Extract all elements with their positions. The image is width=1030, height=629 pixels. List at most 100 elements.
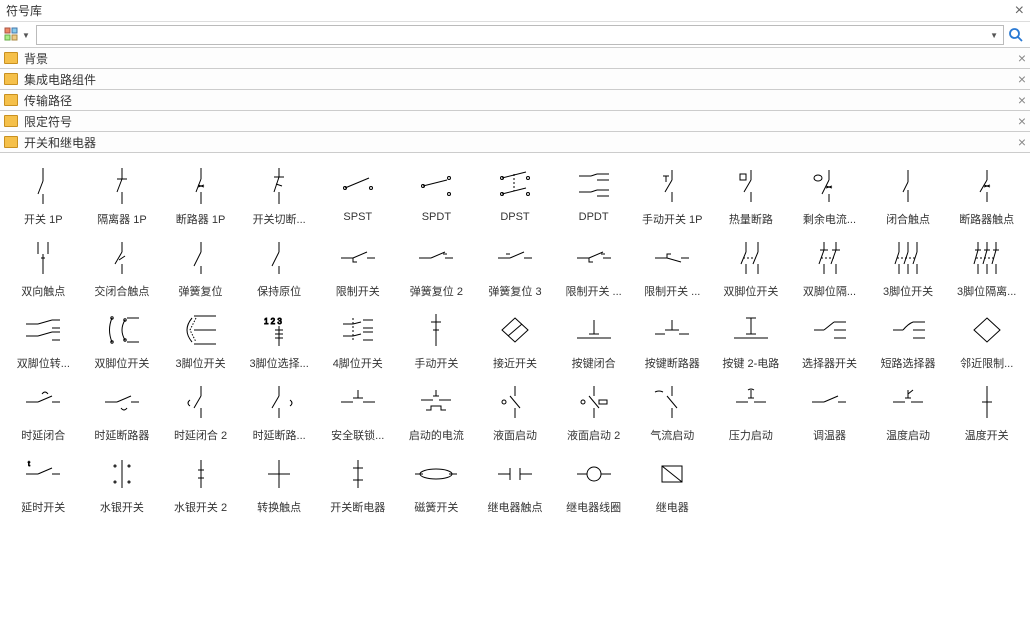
symbol-label: 双脚位隔... [803, 283, 856, 299]
symbol-cell[interactable]: 水银开关 [83, 447, 162, 519]
symbol-cell[interactable]: 继电器触点 [476, 447, 555, 519]
symbol-cell[interactable]: 开关断电器 [318, 447, 397, 519]
symbol-cell[interactable]: 断路器 1P [161, 159, 240, 231]
symbol-cell[interactable]: 热量断路 [712, 159, 791, 231]
symbol-cell[interactable]: 隔离器 1P [83, 159, 162, 231]
symbol-cell[interactable]: 交闭合触点 [83, 231, 162, 303]
symbol-cell[interactable]: 手动开关 [397, 303, 476, 375]
symbol-cell[interactable]: 保持原位 [240, 231, 319, 303]
symbol-cell[interactable]: 断路器触点 [947, 159, 1026, 231]
symbol-cell[interactable]: 闭合触点 [869, 159, 948, 231]
symbol-cell[interactable]: 时延闭合 2 [161, 375, 240, 447]
symbol-cell[interactable]: 调温器 [790, 375, 869, 447]
symbol-cell[interactable]: 双脚位开关 [712, 231, 791, 303]
symbol-cell[interactable]: 液面启动 [476, 375, 555, 447]
symbol-icon [487, 307, 543, 353]
symbol-cell[interactable]: 压力启动 [712, 375, 791, 447]
symbol-cell[interactable]: 3脚位隔离... [947, 231, 1026, 303]
symbol-cell[interactable]: 4脚位开关 [318, 303, 397, 375]
symbol-cell[interactable]: 开关 1P [4, 159, 83, 231]
symbol-cell[interactable]: 3脚位开关 [161, 303, 240, 375]
symbol-cell[interactable]: 限制开关 ... [554, 231, 633, 303]
symbol-cell[interactable]: 双脚位开关 [83, 303, 162, 375]
symbol-icon [15, 235, 71, 281]
symbol-cell[interactable]: 3脚位开关 [869, 231, 948, 303]
symbol-cell[interactable]: 时延断路... [240, 375, 319, 447]
symbol-cell[interactable]: 按键 2-电路 [712, 303, 791, 375]
category-row[interactable]: 背景 × [0, 47, 1030, 69]
close-icon[interactable]: × [1018, 71, 1026, 87]
symbol-label: 弹簧复位 [179, 283, 223, 299]
symbol-cell[interactable]: 开关切断... [240, 159, 319, 231]
symbol-icon [15, 307, 71, 353]
symbol-cell[interactable]: 限制开关 ... [633, 231, 712, 303]
category-row[interactable]: 集成电路组件 × [0, 68, 1030, 90]
search-input[interactable] [36, 25, 1004, 45]
close-icon[interactable]: × [1018, 50, 1026, 66]
symbol-cell[interactable]: 选择器开关 [790, 303, 869, 375]
symbol-cell[interactable]: t 延时开关 [4, 447, 83, 519]
symbol-label: 限制开关 [336, 283, 380, 299]
symbol-cell[interactable]: 安全联锁... [318, 375, 397, 447]
symbol-cell[interactable]: 接近开关 [476, 303, 555, 375]
symbol-label: DPDT [579, 211, 609, 223]
symbol-cell[interactable]: 时延断路器 [83, 375, 162, 447]
symbol-cell[interactable]: 转换触点 [240, 447, 319, 519]
symbol-cell[interactable]: 按键断路器 [633, 303, 712, 375]
symbol-icon [566, 163, 622, 209]
symbol-label: 双向触点 [21, 283, 65, 299]
symbol-cell[interactable]: 双脚位隔... [790, 231, 869, 303]
symbol-label: 断路器 1P [176, 211, 226, 227]
close-icon[interactable]: × [1018, 134, 1026, 150]
symbol-cell[interactable]: 启动的电流 [397, 375, 476, 447]
symbol-cell[interactable]: 温度开关 [947, 375, 1026, 447]
symbol-icon [487, 451, 543, 497]
symbol-cell[interactable]: 时延闭合 [4, 375, 83, 447]
symbol-cell[interactable]: 邻近限制... [947, 303, 1026, 375]
symbol-cell[interactable]: 剩余电流... [790, 159, 869, 231]
category-row[interactable]: 开关和继电器 × [0, 131, 1030, 153]
symbol-cell[interactable]: SPDT [397, 159, 476, 231]
symbol-cell[interactable]: 液面启动 2 [554, 375, 633, 447]
symbol-cell[interactable]: DPDT [554, 159, 633, 231]
symbol-icon [173, 163, 229, 209]
category-row[interactable]: 传输路径 × [0, 89, 1030, 111]
symbol-icon [408, 451, 464, 497]
symbol-label: 限制开关 ... [644, 283, 700, 299]
library-icon[interactable] [4, 27, 18, 44]
symbol-cell[interactable]: 手动开关 1P [633, 159, 712, 231]
close-icon[interactable]: × [1018, 92, 1026, 108]
symbol-icon [94, 163, 150, 209]
close-icon[interactable]: × [1015, 3, 1024, 19]
symbol-cell[interactable]: 继电器 [633, 447, 712, 519]
symbol-cell[interactable]: 限制开关 [318, 231, 397, 303]
symbol-cell[interactable]: DPST [476, 159, 555, 231]
chevron-down-icon[interactable]: ▼ [22, 31, 30, 40]
symbol-cell[interactable]: 双向触点 [4, 231, 83, 303]
toolbar: ▼ ▼ [0, 22, 1030, 48]
symbol-cell[interactable]: 温度启动 [869, 375, 948, 447]
symbol-label: 调温器 [813, 427, 846, 443]
svg-text:1 2 3: 1 2 3 [264, 317, 282, 326]
symbol-cell[interactable]: 弹簧复位 2 [397, 231, 476, 303]
symbol-cell[interactable]: 双脚位转... [4, 303, 83, 375]
symbol-cell[interactable]: 继电器线圈 [554, 447, 633, 519]
symbol-cell[interactable]: 1 2 3 3脚位选择... [240, 303, 319, 375]
symbol-cell[interactable]: 弹簧复位 3 [476, 231, 555, 303]
symbol-cell[interactable]: SPST [318, 159, 397, 231]
symbol-icon [94, 451, 150, 497]
symbol-cell[interactable]: 水银开关 2 [161, 447, 240, 519]
symbol-icon [801, 163, 857, 209]
close-icon[interactable]: × [1018, 113, 1026, 129]
symbol-label: 双脚位开关 [723, 283, 778, 299]
symbol-cell[interactable]: 短路选择器 [869, 303, 948, 375]
symbol-label: 时延断路器 [94, 427, 149, 443]
search-button[interactable] [1006, 25, 1026, 45]
folder-icon [4, 73, 18, 85]
symbol-cell[interactable]: 弹簧复位 [161, 231, 240, 303]
symbol-cell[interactable]: 磁簧开关 [397, 447, 476, 519]
category-row[interactable]: 限定符号 × [0, 110, 1030, 132]
symbol-cell[interactable]: 气流启动 [633, 375, 712, 447]
symbol-cell[interactable]: 按键闭合 [554, 303, 633, 375]
symbol-label: 安全联锁... [331, 427, 384, 443]
